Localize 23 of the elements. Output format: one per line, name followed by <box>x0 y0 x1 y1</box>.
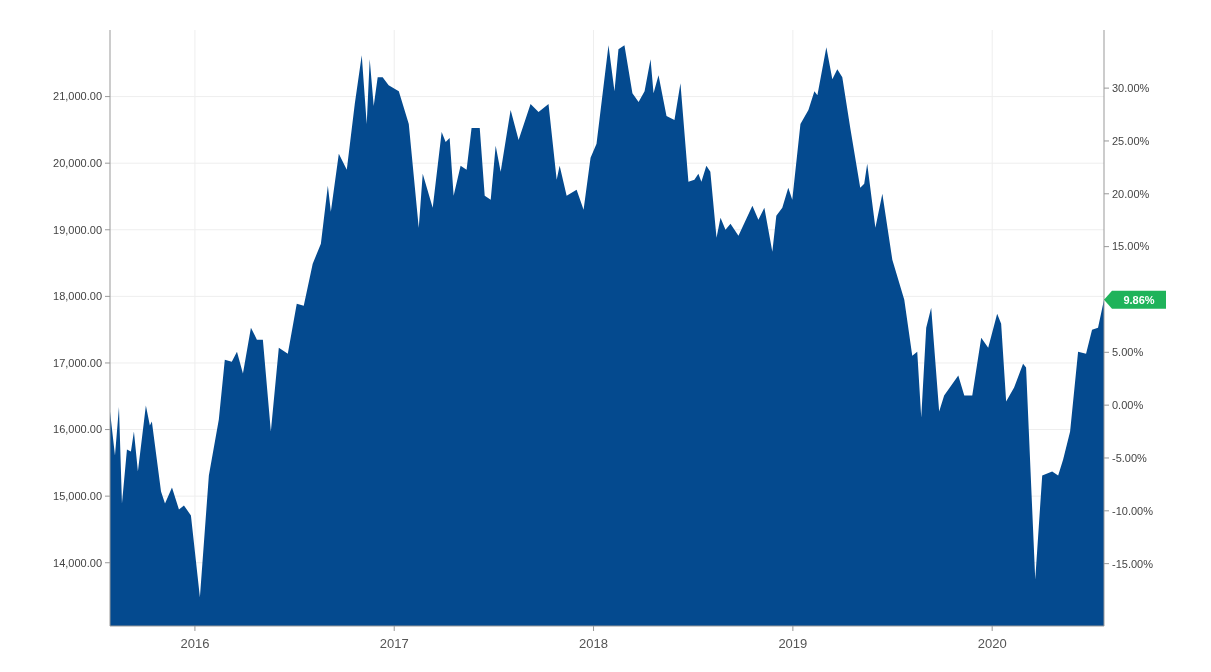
y2-tick-label: 20.00% <box>1112 187 1150 200</box>
y2-tick-label: 30.00% <box>1112 81 1150 94</box>
x-tick-label: 2018 <box>579 636 609 651</box>
y-tick-label: 19,000.00 <box>53 223 102 236</box>
y2-tick-label: -10.00% <box>1112 504 1154 517</box>
y-tick-label: 21,000.00 <box>53 90 102 103</box>
y2-tick-label: 0.00% <box>1112 398 1144 411</box>
annotation: 9.86% <box>1123 293 1155 306</box>
x-tick-label: 2020 <box>977 636 1007 651</box>
x-tick-label: 2017 <box>379 636 409 651</box>
y-tick-label: 16,000.00 <box>53 423 102 436</box>
y2-tick-label: -15.00% <box>1112 557 1154 570</box>
y2-tick-label: -5.00% <box>1112 451 1148 464</box>
y-tick-label: 14,000.00 <box>53 556 102 569</box>
y-tick-label: 20,000.00 <box>53 157 102 170</box>
y2-tick-label: 5.00% <box>1112 346 1144 359</box>
y2-tick-label: 15.00% <box>1112 240 1150 253</box>
y-tick-label: 18,000.00 <box>53 290 102 303</box>
x-tick-label: 2019 <box>778 636 808 651</box>
y2-tick-label: 25.00% <box>1112 134 1150 147</box>
y-tick-label: 15,000.00 <box>53 490 102 502</box>
x-tick-label: 2016 <box>180 636 210 651</box>
y-tick-label: 17,000.00 <box>53 356 102 369</box>
